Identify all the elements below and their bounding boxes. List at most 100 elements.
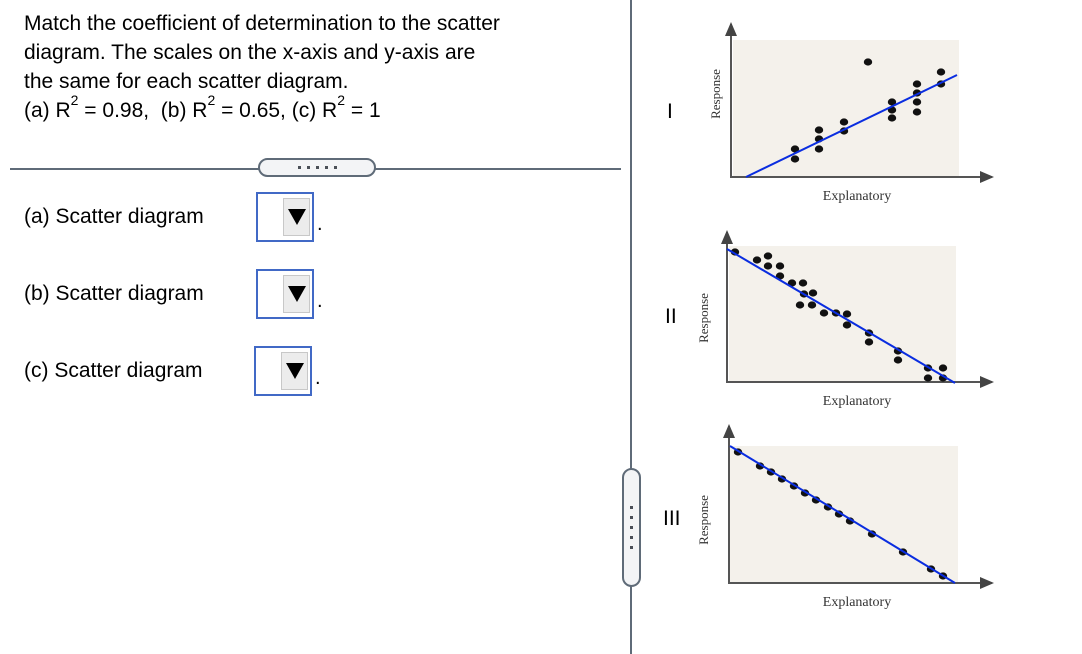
exponent: 2 [337, 92, 346, 108]
data-point [777, 475, 787, 483]
drag-dot-icon [297, 166, 301, 169]
question-text: Match the coefficient of determination t… [24, 9, 624, 125]
data-point [807, 301, 817, 309]
scatter-plot-iii: Response Explanatory [696, 424, 994, 610]
value-a: = 0.98, [78, 99, 161, 122]
value-b: = 0.65, [215, 99, 292, 122]
answer-label: (b) Scatter diagram [24, 282, 204, 305]
period: . [315, 366, 321, 389]
data-point [755, 462, 765, 470]
data-point [819, 309, 829, 317]
diagram-label-iii: III [663, 507, 681, 530]
dropdown-button[interactable] [281, 352, 308, 390]
dropdown-button[interactable] [283, 275, 310, 313]
data-point [733, 448, 743, 456]
data-point [893, 347, 903, 355]
formula-a: (a) R [24, 99, 71, 122]
answer-label: (a) Scatter diagram [24, 205, 204, 228]
answer-dropdown-b[interactable] [256, 269, 314, 319]
data-point [839, 118, 849, 126]
data-point [864, 338, 874, 346]
question-line: diagram. The scales on the x-axis and y-… [24, 41, 476, 64]
data-point [834, 510, 844, 518]
data-point [845, 517, 855, 525]
data-point [790, 145, 800, 153]
data-point [912, 80, 922, 88]
data-point [763, 252, 773, 260]
data-point [926, 565, 936, 573]
answer-row-b: (b) Scatter diagram . [24, 269, 323, 319]
svg-text:Response: Response [696, 293, 711, 343]
data-point [789, 482, 799, 490]
drag-dot-icon [630, 536, 633, 539]
svg-text:Response: Response [696, 495, 711, 545]
regression-line [726, 248, 956, 384]
svg-text:Explanatory: Explanatory [823, 595, 891, 610]
dropdown-button[interactable] [283, 198, 310, 236]
value-c: = 1 [345, 99, 381, 122]
data-point [798, 279, 808, 287]
vertical-divider [630, 0, 632, 654]
answer-label: (c) Scatter diagram [24, 359, 203, 382]
data-point [831, 309, 841, 317]
triangle-down-icon [287, 286, 306, 302]
data-point [938, 374, 948, 382]
data-point [893, 356, 903, 364]
data-point [863, 58, 873, 66]
r-squared-values: (a) R2 = 0.98, (b) R2 = 0.65, (c) R2 = 1 [24, 93, 624, 125]
data-point [898, 548, 908, 556]
drag-dot-icon [306, 166, 310, 169]
data-point [752, 256, 762, 264]
drag-dot-icon [630, 516, 633, 519]
drag-dot-icon [630, 506, 633, 509]
svg-text:Response: Response [708, 69, 723, 119]
data-point [800, 489, 810, 497]
triangle-down-icon [287, 209, 306, 225]
data-point [799, 290, 809, 298]
drag-dot-icon [333, 166, 337, 169]
drag-dot-icon [630, 546, 633, 549]
svg-text:Explanatory: Explanatory [823, 394, 891, 409]
answer-row-c: (c) Scatter diagram . [24, 346, 321, 396]
data-point [775, 272, 785, 280]
data-point [795, 301, 805, 309]
data-point [938, 572, 948, 580]
vertical-splitter-handle[interactable] [622, 468, 641, 587]
answer-dropdown-a[interactable] [256, 192, 314, 242]
period: . [317, 289, 323, 312]
data-point [808, 289, 818, 297]
period: . [317, 212, 323, 235]
data-point [923, 374, 933, 382]
diagram-label-i: I [667, 100, 673, 123]
data-point [887, 114, 897, 122]
horizontal-splitter-handle[interactable] [258, 158, 376, 177]
triangle-down-icon [285, 363, 304, 379]
data-point [923, 364, 933, 372]
data-point [814, 145, 824, 153]
exponent: 2 [207, 92, 216, 108]
svg-text:Explanatory: Explanatory [823, 189, 891, 204]
diagram-label-ii: II [665, 305, 677, 328]
drag-dot-icon [630, 526, 633, 529]
data-point [864, 329, 874, 337]
question-line: Match the coefficient of determination t… [24, 12, 500, 35]
scatter-plot-i: Response Explanatory [708, 22, 994, 204]
drag-dot-icon [324, 166, 328, 169]
question-line: the same for each scatter diagram. [24, 70, 349, 93]
data-point [887, 106, 897, 114]
data-point [842, 321, 852, 329]
data-point [787, 279, 797, 287]
formula-b: (b) R [160, 99, 208, 122]
data-point [839, 127, 849, 135]
data-point [766, 468, 776, 476]
data-point [811, 496, 821, 504]
answer-dropdown-c[interactable] [254, 346, 312, 396]
data-point [936, 68, 946, 76]
data-point [938, 364, 948, 372]
data-point [775, 262, 785, 270]
exponent: 2 [70, 92, 79, 108]
data-point [763, 262, 773, 270]
data-point [730, 248, 740, 256]
formula-c: (c) R [291, 99, 338, 122]
data-point [912, 98, 922, 106]
